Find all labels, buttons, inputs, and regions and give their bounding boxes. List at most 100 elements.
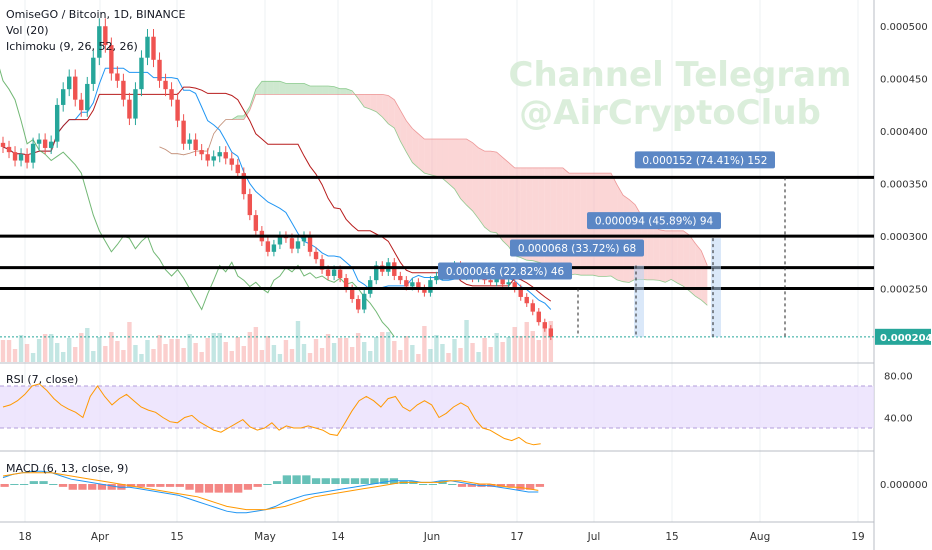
cloud-segment [364, 94, 371, 110]
volume-bar [337, 338, 343, 362]
volume-bar [259, 350, 265, 362]
volume-bars [0, 320, 554, 362]
time-axis-label: Jun [423, 531, 440, 543]
cloud-segment [472, 142, 479, 219]
grid-lines [0, 0, 875, 550]
macd-histogram-bar [19, 484, 29, 485]
macd-histogram-bar [0, 484, 9, 487]
candle-body [434, 275, 439, 281]
volume-bar [428, 349, 433, 362]
volume-bar [277, 354, 283, 362]
candle-body [18, 154, 24, 161]
macd-histogram-bar [68, 484, 77, 490]
candle-body [518, 288, 523, 297]
candle-body [121, 80, 126, 100]
volume-bar [380, 332, 385, 362]
volume-bar [97, 337, 102, 362]
price-axis-label: 0.000350 [880, 180, 928, 191]
cloud-segment [418, 133, 425, 174]
volume-bar [61, 352, 66, 362]
cloud-segment [647, 224, 654, 280]
volume-bar [374, 337, 379, 362]
volume-bar [157, 335, 162, 362]
volume-bar [145, 340, 150, 362]
volume-bar [512, 327, 517, 362]
candle-body [229, 158, 234, 165]
cloud-segment [454, 139, 461, 199]
volume-bar [54, 343, 60, 362]
volume-bar [30, 353, 36, 362]
macd-histogram-bar [535, 484, 545, 487]
candle-body [175, 99, 180, 121]
candle-body [530, 303, 535, 312]
volume-bar [349, 347, 355, 362]
horizontal-levels [0, 175, 874, 338]
projection-label: 0.000152 (74.41%) 152 [642, 155, 767, 167]
cloud-segment [406, 120, 413, 163]
candle-body [157, 59, 162, 81]
watermark-line1: Channel Telegram [509, 55, 852, 95]
volume-bar [67, 338, 72, 362]
candle-body [301, 236, 307, 242]
volume-bar [181, 348, 186, 362]
candle-body [205, 154, 210, 161]
macd-histogram-bar [165, 484, 175, 487]
volume-bar [139, 354, 144, 362]
candle-body [392, 262, 397, 276]
volume-bar [536, 340, 541, 362]
candle-body [115, 73, 120, 81]
macd-histogram-bar [107, 484, 116, 490]
candle-body [36, 139, 42, 144]
cloud-segment [436, 139, 443, 179]
cloud-segment [466, 139, 473, 211]
senkou-span-b [159, 94, 708, 266]
cloud-segment [490, 151, 497, 233]
volume-bar [548, 321, 554, 362]
volume-bar [295, 321, 301, 362]
cloud-segment [376, 94, 383, 117]
volume-bar [518, 336, 523, 362]
candle-body [404, 280, 409, 287]
macd-histogram-bar [195, 484, 204, 493]
macd-histogram-bar [146, 484, 155, 487]
volume-bar [217, 333, 222, 362]
macd-histogram-bar [370, 478, 379, 484]
cloud-segment [568, 173, 575, 276]
projection-range [634, 265, 644, 337]
cloud-segment [659, 229, 666, 283]
volume-bar [193, 343, 198, 362]
candle-body [67, 76, 72, 90]
candle-body [271, 244, 277, 252]
volume-bar [500, 342, 505, 362]
macd-histogram-bar [136, 484, 146, 487]
volume-bar [482, 338, 487, 362]
candle-body [331, 269, 337, 276]
candle-body [151, 36, 156, 60]
macd-histogram-bar [360, 478, 369, 484]
volume-bar [12, 349, 18, 362]
macd-histogram-bar [321, 478, 330, 484]
volume-bar [127, 322, 132, 362]
cloud-segment [496, 152, 503, 241]
volume-bar [199, 352, 204, 362]
candle-body [355, 299, 361, 310]
time-axis-label: 15 [665, 531, 678, 543]
cloud-segment [316, 86, 323, 95]
time-axis-label: Jul [587, 531, 601, 543]
volume-bar [524, 322, 529, 362]
volume-bar [506, 337, 511, 362]
volume-bar [398, 350, 403, 362]
candle-body [536, 311, 541, 323]
volume-bar [115, 341, 120, 362]
candle-body [211, 156, 216, 161]
cloud-segment [285, 83, 292, 95]
volume-bar [6, 340, 12, 362]
macd-histogram-bar [29, 481, 38, 484]
candle-body [368, 280, 373, 294]
cloud-segment [701, 250, 708, 306]
price-axis-label: 0.000500 [880, 22, 928, 33]
candle-body [133, 89, 138, 119]
volume-bar [151, 349, 156, 362]
macd-histogram-bar [58, 484, 68, 487]
